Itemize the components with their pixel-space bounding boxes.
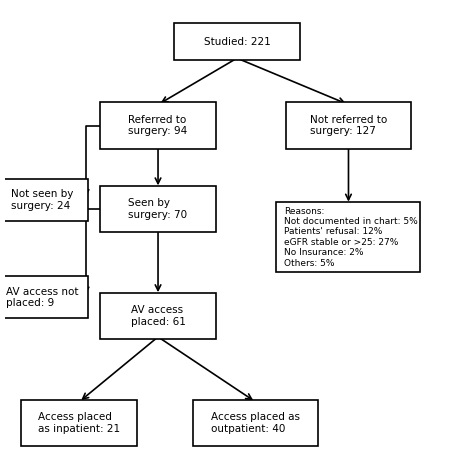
Text: Studied: 221: Studied: 221: [204, 37, 270, 47]
Text: Reasons:
Not documented in chart: 5%
Patients' refusal: 12%
eGFR stable or >25: : Reasons: Not documented in chart: 5% Pat…: [284, 207, 418, 267]
FancyBboxPatch shape: [100, 102, 216, 149]
FancyBboxPatch shape: [0, 276, 88, 319]
FancyBboxPatch shape: [174, 23, 300, 61]
Text: Seen by
surgery: 70: Seen by surgery: 70: [128, 198, 188, 220]
Text: Referred to
surgery: 94: Referred to surgery: 94: [128, 115, 188, 137]
Text: AV access
placed: 61: AV access placed: 61: [131, 305, 185, 327]
FancyBboxPatch shape: [193, 400, 319, 446]
FancyBboxPatch shape: [100, 293, 216, 339]
Text: Access placed
as inpatient: 21: Access placed as inpatient: 21: [38, 412, 120, 434]
Text: Not referred to
surgery: 127: Not referred to surgery: 127: [310, 115, 387, 137]
FancyBboxPatch shape: [21, 400, 137, 446]
Text: AV access not
placed: 9: AV access not placed: 9: [6, 287, 78, 308]
FancyBboxPatch shape: [100, 186, 216, 232]
Text: Not seen by
surgery: 24: Not seen by surgery: 24: [11, 189, 73, 210]
FancyBboxPatch shape: [0, 179, 88, 221]
Text: Access placed as
outpatient: 40: Access placed as outpatient: 40: [211, 412, 300, 434]
FancyBboxPatch shape: [286, 102, 411, 149]
FancyBboxPatch shape: [276, 202, 420, 272]
